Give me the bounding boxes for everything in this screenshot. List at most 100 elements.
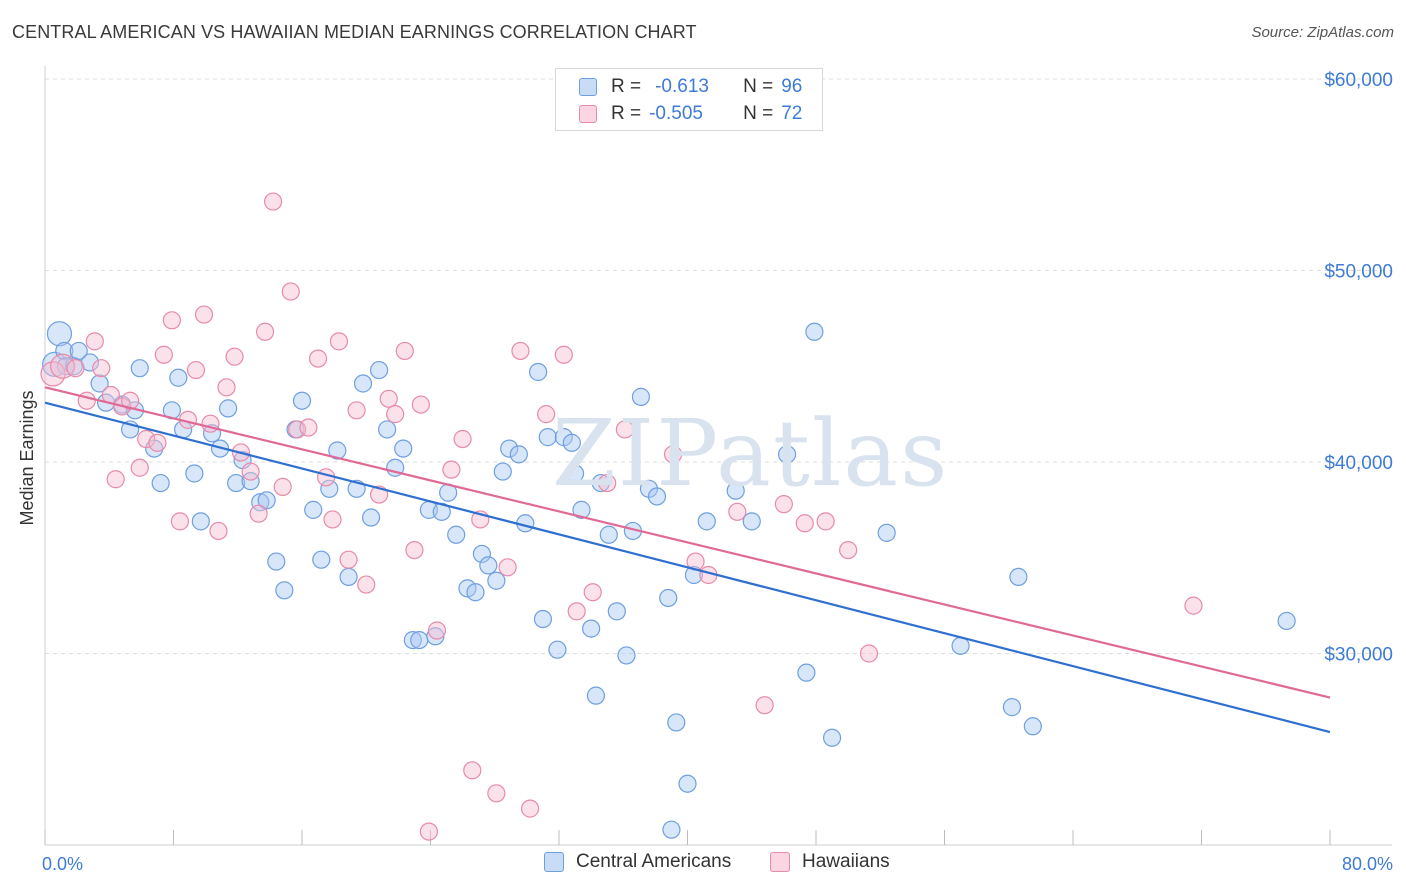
data-point-hawaiian [288, 420, 307, 439]
data-point-central-american [191, 512, 210, 531]
data-point-hawaiian [427, 621, 447, 640]
data-point-central-american [241, 472, 260, 491]
data-point-central-american [662, 820, 681, 839]
data-point-hawaiian [225, 347, 244, 366]
series-legend-central-americans[interactable]: Central Americans [544, 851, 731, 873]
data-point-central-american [370, 360, 389, 380]
data-point-hawaiian [347, 401, 366, 420]
data-point-central-american [572, 500, 591, 519]
data-point-central-american [69, 341, 88, 361]
data-point-central-american [304, 500, 323, 519]
data-point-hawaiian [137, 429, 156, 449]
data-point-central-american [169, 368, 188, 387]
data-point-hawaiian [755, 696, 774, 715]
data-point-central-american [479, 556, 498, 575]
series-legend-hawaiians[interactable]: Hawaiians [770, 851, 890, 873]
chart-title: CENTRAL AMERICAN VS HAWAIIAN MEDIAN EARN… [12, 22, 697, 42]
data-point-central-american [599, 525, 618, 544]
data-point-hawaiian [323, 510, 342, 529]
data-point-hawaiian [249, 504, 268, 523]
data-point-hawaiian [774, 495, 793, 514]
data-point-hawaiian [498, 558, 517, 577]
legend-swatch-blue [579, 78, 597, 96]
data-point-central-american [659, 588, 678, 608]
data-point-hawaiian [77, 391, 96, 410]
tick-labels: $30,000 $40,000 $50,000 $60,000 0.0% 80.0% [42, 70, 1393, 874]
data-point-hawaiian [1184, 596, 1203, 615]
data-point-hawaiian [92, 359, 111, 378]
data-point-hawaiian [339, 550, 358, 569]
data-point-hawaiian [411, 395, 430, 414]
y-axis-title: Median Earnings [17, 390, 37, 525]
data-point-hawaiian [66, 359, 85, 378]
x-tick-label: 80.0% [1342, 854, 1393, 874]
gridlines [45, 78, 1392, 654]
y-tick-label: $50,000 [1324, 262, 1393, 283]
data-point-central-american [378, 420, 397, 439]
data-point-central-american [185, 464, 204, 483]
data-point-central-american [403, 630, 422, 650]
data-point-central-american [562, 433, 581, 452]
trend-lines [44, 386, 1331, 734]
data-point-central-american [529, 362, 548, 382]
hawaiians-points [40, 192, 1203, 841]
data-point-central-american [1277, 611, 1296, 631]
x-tick-label: 0.0% [42, 854, 83, 874]
data-point-central-american [667, 713, 686, 732]
data-point-hawaiian [329, 332, 349, 351]
y-tick-label: $60,000 [1324, 70, 1393, 91]
data-point-central-american [219, 399, 238, 418]
data-point-central-american [822, 728, 842, 747]
data-point-central-american [591, 473, 610, 493]
data-point-central-american [275, 581, 294, 600]
data-point-hawaiian [405, 540, 424, 560]
data-point-central-american [251, 493, 270, 512]
data-point-central-american [46, 321, 73, 347]
data-point-hawaiian [567, 602, 586, 621]
data-point-central-american [777, 445, 797, 464]
data-point-central-american [538, 428, 557, 447]
series-swatch-blue [544, 852, 564, 872]
data-point-hawaiian [598, 473, 617, 493]
data-point-hawaiian [186, 360, 206, 380]
data-point-central-american [90, 374, 109, 393]
legend-n-label: N = [743, 103, 774, 124]
legend-n-value: 96 [781, 76, 803, 97]
data-point-hawaiian [241, 462, 260, 481]
data-point-hawaiian [615, 420, 634, 439]
data-point-hawaiian [583, 583, 602, 602]
data-point-central-american [742, 512, 761, 531]
data-point-central-american [805, 322, 824, 341]
data-point-hawaiian [442, 460, 461, 479]
data-point-hawaiian [554, 345, 573, 364]
data-point-hawaiian [263, 192, 283, 211]
data-point-hawaiian [121, 391, 140, 410]
data-point-hawaiian [419, 822, 438, 841]
data-point-central-american [361, 508, 381, 527]
data-point-hawaiian [106, 470, 125, 489]
series-label: Central Americans [576, 851, 732, 872]
data-point-central-american [267, 552, 286, 571]
trend-line-hawaiians [44, 386, 1331, 699]
data-point-central-american [565, 464, 585, 483]
data-point-central-american [500, 439, 519, 458]
legend-r-label: R = [611, 103, 642, 124]
data-point-central-american [353, 374, 373, 393]
data-point-hawaiian [170, 512, 190, 531]
data-point-hawaiian [299, 418, 318, 437]
data-point-central-american [151, 473, 170, 493]
y-tick-label: $30,000 [1324, 645, 1393, 666]
data-point-central-american [697, 512, 716, 531]
data-point-central-american [548, 640, 567, 659]
data-point-central-american [877, 523, 896, 542]
data-point-hawaiian [487, 784, 506, 803]
data-point-central-american [292, 391, 312, 410]
data-point-hawaiian [816, 512, 835, 531]
data-point-hawaiian [148, 433, 167, 452]
data-point-central-american [320, 479, 339, 498]
series-swatch-pink [770, 852, 790, 872]
watermark: ZIPatlas [552, 400, 950, 507]
data-point-central-american [339, 567, 358, 587]
series-legend: Central Americans Hawaiians [0, 851, 1406, 877]
